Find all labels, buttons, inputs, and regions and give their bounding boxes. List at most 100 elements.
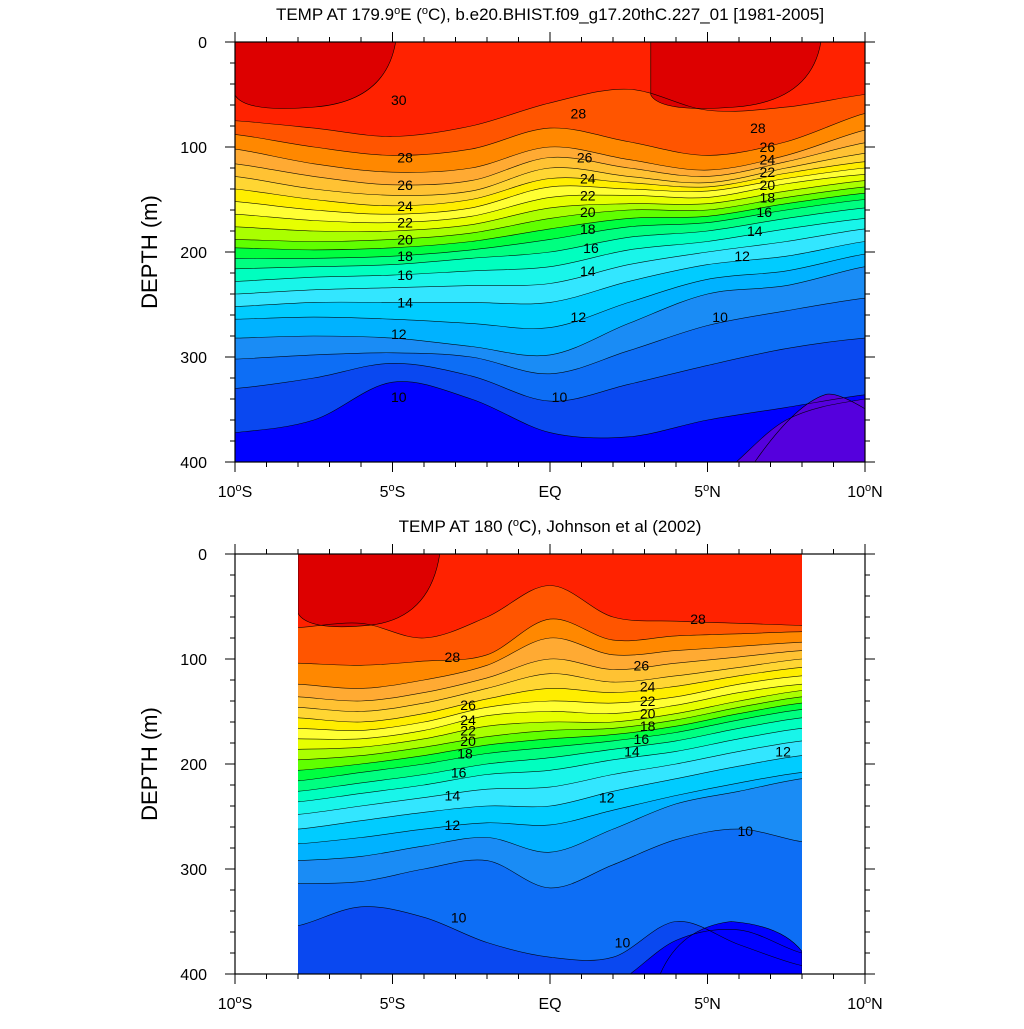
isotherm-29 [235,88,865,137]
contour-label: 28 [571,105,587,121]
x-tick-label: 10oS [218,994,253,1013]
isotherm-25 [235,152,865,196]
warm-pool-30 [650,42,822,109]
contour-label: 14 [445,788,461,804]
isotherm-23 [235,167,865,215]
contour-label: 24 [760,152,776,168]
contour-label: 18 [580,221,596,237]
isotherm-27 [235,129,865,173]
isotherm-12 [235,266,865,357]
contour-label: 16 [451,764,467,780]
contour-label: 14 [747,223,763,239]
contour-label: 12 [734,248,750,264]
y-axis-label: DEPTH (m) [137,707,162,821]
contour-label: 28 [397,150,413,166]
isotherm-19 [298,702,802,771]
contour-field: 2826242220181614121028262422201816141210… [298,554,802,974]
isotherm-22 [235,173,865,224]
contour-label: 18 [640,718,656,734]
contour-label: 28 [750,120,766,136]
y-tick-label: 200 [180,757,207,774]
isotherm-21 [298,690,802,750]
y-tick-label: 300 [180,862,207,879]
contour-label: 20 [460,733,476,749]
isotherm-10 [298,906,802,966]
contour-label: 26 [634,657,650,673]
contour-label: 20 [760,177,776,193]
y-tick-label: 200 [180,245,207,262]
contour-label: 22 [640,693,656,709]
contour-label: 14 [397,294,413,310]
isotherm-18 [298,709,802,782]
contour-label: 18 [397,248,413,264]
isotherm-23 [298,675,802,731]
isotherm-20 [298,696,802,761]
isotherm-18 [235,199,865,259]
contour-label: 24 [640,678,656,694]
contour-label: 18 [457,746,473,762]
contour-label: 14 [624,743,640,759]
isotherm-28 [235,113,865,156]
isotherm-16 [298,727,802,803]
contour-label: 10 [552,389,568,405]
contour-label: 20 [397,231,413,247]
contour-label: 12 [571,309,587,325]
isotherm-16 [235,218,865,282]
contour-label: 26 [460,697,476,713]
isotherm-28 [298,618,802,666]
y-tick-label: 300 [180,350,207,367]
isotherm-15 [235,228,865,295]
isotherm-17 [235,207,865,270]
contour-label: 24 [460,712,476,728]
isotherm-8 [390,398,865,462]
isotherm-22 [298,683,802,740]
isotherm-14 [298,755,802,830]
y-tick-label: 400 [180,967,207,984]
contour-label: 28 [690,611,706,627]
chart-title: TEMP AT 180 (oC), Johnson et al (2002) [399,517,702,536]
contour-label: 22 [460,722,476,738]
isotherm-26 [235,142,865,186]
contour-label: 24 [580,171,596,187]
isotherm-11 [235,297,865,375]
contour-label: 10 [391,389,407,405]
contour-label: 10 [712,309,728,325]
chart-title: TEMP AT 179.9oE (oC), b.e20.BHIST.f09_g1… [276,5,824,24]
x-tick-label: 10oS [218,482,253,501]
y-axis-label: DEPTH (m) [137,195,162,309]
isotherm-13 [298,772,802,845]
contour-label: 20 [580,204,596,220]
isotherm-26 [298,650,802,702]
contour-label: 10 [738,823,754,839]
contour-field: 3028262422201816141210282624222018161412… [235,42,865,462]
contour-label: 12 [445,817,461,833]
contour-label: 10 [451,909,467,925]
contour-label: 14 [580,263,596,279]
contour-label: 30 [391,92,407,108]
isotherm-24 [235,161,865,207]
isotherm-15 [298,740,802,815]
x-tick-label: EQ [538,996,561,1013]
contour-label: 22 [760,164,776,180]
contour-label: 16 [756,204,772,220]
isotherm-13 [235,253,865,329]
contour-label: 20 [640,706,656,722]
contour-label: 12 [391,326,407,342]
x-tick-label: 5oN [694,994,721,1013]
contour-label: 18 [760,189,776,205]
contour-label: 24 [397,198,413,214]
contour-label: 12 [599,790,615,806]
x-tick-label: 5oN [694,482,721,501]
panel-model: 3028262422201816141210282624222018161412… [137,5,883,501]
contour-label: 16 [583,240,599,256]
x-tick-label: 5oS [380,482,406,501]
contour-label: 16 [397,267,413,283]
contour-label: 26 [577,150,593,166]
contour-label: 10 [615,935,631,951]
y-tick-label: 100 [180,652,207,669]
isotherm-25 [298,658,802,712]
isotherm-17 [298,717,802,792]
warm-pool-30 [298,554,441,628]
y-tick-label: 0 [198,547,207,564]
warm-pool-30 [235,42,396,109]
